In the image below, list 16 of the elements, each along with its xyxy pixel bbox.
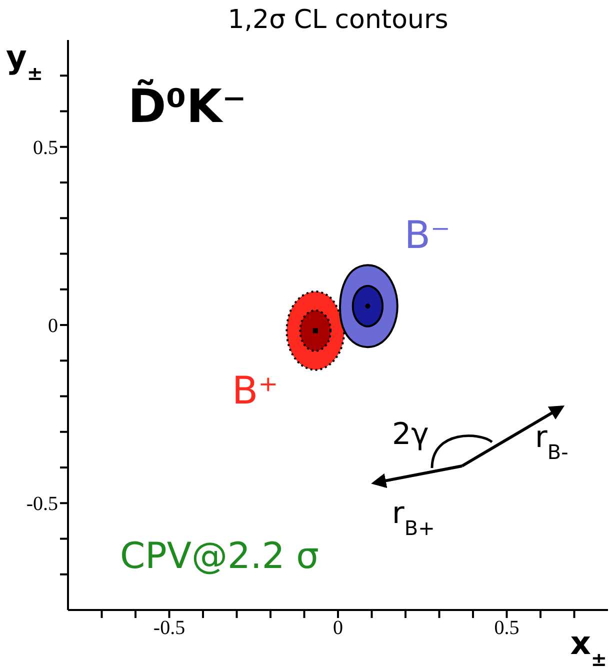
- y-axis-title: y$_{±}$: [6, 38, 43, 84]
- y-tick-label: 0.5: [33, 136, 58, 159]
- annotation: r$_{B-}$: [535, 420, 568, 464]
- x-axis-title: x$_{±}$: [570, 624, 607, 670]
- annotation: 2γ: [392, 417, 429, 452]
- x-tick-label: 0.5: [494, 617, 520, 640]
- x-tick-label: 0: [333, 617, 343, 640]
- annotation: D̃⁰K⁻: [128, 78, 246, 133]
- annotation: CPV@2.2 σ: [120, 536, 319, 577]
- y-tick-label: 0: [48, 315, 58, 338]
- series-label: B⁻: [404, 213, 450, 258]
- y-tick-label: -0.5: [26, 493, 58, 516]
- chart-title: 1,2σ CL contours: [228, 5, 448, 35]
- x-tick-label: -0.5: [153, 617, 186, 640]
- annotation: r$_{B+}$: [392, 496, 435, 540]
- series-label: B⁺: [232, 368, 278, 413]
